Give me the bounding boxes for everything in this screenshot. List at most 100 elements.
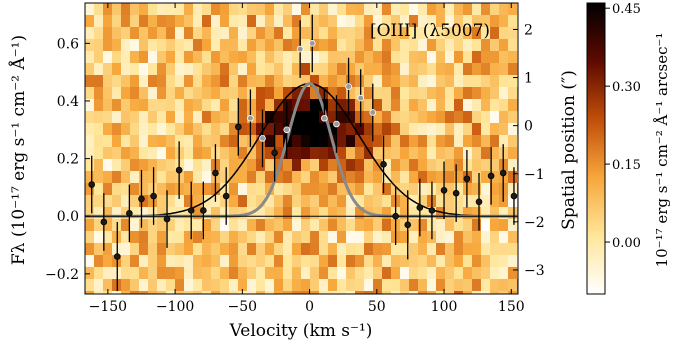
heatmap-cell xyxy=(175,87,185,100)
heatmap-cell xyxy=(382,27,392,40)
heatmap-cell xyxy=(481,75,491,88)
heatmap-cell xyxy=(148,255,158,268)
heatmap-cell xyxy=(229,99,239,112)
heatmap-cell xyxy=(202,15,212,28)
heatmap-cell xyxy=(391,243,401,256)
heatmap-cell xyxy=(238,99,248,112)
heatmap-cell xyxy=(319,291,329,294)
heatmap-cell xyxy=(490,147,500,160)
heatmap-cell xyxy=(247,123,257,136)
heatmap-cell xyxy=(481,147,491,160)
heatmap-cell xyxy=(130,39,140,52)
heatmap-cell xyxy=(364,87,374,100)
heatmap-cell xyxy=(193,27,203,40)
heatmap-cell xyxy=(409,135,419,148)
heatmap-cell xyxy=(400,207,410,220)
heatmap-cell xyxy=(463,87,473,100)
heatmap-cell xyxy=(103,87,113,100)
heatmap-cell xyxy=(382,147,392,160)
heatmap-cell xyxy=(157,75,167,88)
heatmap-cell xyxy=(400,159,410,172)
heatmap-cell xyxy=(310,159,320,172)
heatmap-cell xyxy=(427,279,437,292)
heatmap-cell xyxy=(220,231,230,244)
heatmap-cell xyxy=(319,195,329,208)
heatmap-cell xyxy=(319,75,329,88)
heatmap-cell xyxy=(400,255,410,268)
heatmap-cell xyxy=(193,207,203,220)
heatmap-cell xyxy=(184,171,194,184)
heatmap-cell xyxy=(283,207,293,220)
heatmap-cell xyxy=(373,39,383,52)
heatmap-cell xyxy=(373,195,383,208)
heatmap-cell xyxy=(499,87,509,100)
heatmap-cell xyxy=(238,267,248,280)
data-point xyxy=(308,40,316,47)
heatmap-cell xyxy=(112,111,122,124)
heatmap-cell xyxy=(202,63,212,76)
heatmap-cell xyxy=(508,99,518,112)
heatmap-cell xyxy=(490,75,500,88)
heatmap-cell xyxy=(94,111,104,124)
heatmap-cell xyxy=(274,231,284,244)
heatmap-cell xyxy=(508,75,518,88)
heatmap-cell xyxy=(355,135,365,148)
heatmap-cell xyxy=(283,159,293,172)
heatmap-cell xyxy=(373,207,383,220)
heatmap-cell xyxy=(184,135,194,148)
heatmap-cell xyxy=(427,171,437,184)
heatmap-cell xyxy=(436,207,446,220)
heatmap-cell xyxy=(166,159,176,172)
heatmap-cell xyxy=(301,3,311,16)
heatmap-cell xyxy=(472,267,482,280)
heatmap-cell xyxy=(364,195,374,208)
heatmap-cell xyxy=(436,135,446,148)
heatmap-cell xyxy=(463,3,473,16)
heatmap-cell xyxy=(454,219,464,232)
heatmap-cell xyxy=(328,231,338,244)
heatmap-cell xyxy=(427,243,437,256)
heatmap-cell xyxy=(283,111,293,124)
heatmap-cell xyxy=(247,27,257,40)
heatmap-cell xyxy=(292,219,302,232)
heatmap-cell xyxy=(202,159,212,172)
heatmap-cell xyxy=(418,27,428,40)
heatmap-cell xyxy=(310,87,320,100)
heatmap-cell xyxy=(463,159,473,172)
heatmap-cell xyxy=(463,243,473,256)
heatmap-cell xyxy=(400,111,410,124)
heatmap-cell xyxy=(337,267,347,280)
heatmap-cell xyxy=(274,75,284,88)
heatmap-cell xyxy=(148,3,158,16)
heatmap-cell xyxy=(481,111,491,124)
heatmap-cell xyxy=(103,3,113,16)
heatmap-cell xyxy=(328,63,338,76)
y2-tick-label: −3 xyxy=(524,263,545,279)
heatmap-cell xyxy=(508,267,518,280)
heatmap-cell xyxy=(400,291,410,294)
heatmap-cell xyxy=(193,99,203,112)
heatmap-cell xyxy=(391,171,401,184)
data-point xyxy=(296,45,304,53)
heatmap-cell xyxy=(499,255,509,268)
heatmap-cell xyxy=(364,51,374,64)
heatmap-cell xyxy=(175,219,185,232)
heatmap-cell xyxy=(490,27,500,40)
heatmap-cell xyxy=(139,123,149,136)
heatmap-cell xyxy=(472,183,482,196)
heatmap-cell xyxy=(499,99,509,112)
heatmap-cell xyxy=(193,147,203,160)
heatmap-cell xyxy=(166,75,176,88)
heatmap-cell xyxy=(355,99,365,112)
heatmap-cell xyxy=(229,15,239,28)
heatmap-cell xyxy=(175,39,185,52)
heatmap-cell xyxy=(130,123,140,136)
heatmap-cell xyxy=(94,3,104,16)
heatmap-cell xyxy=(355,171,365,184)
heatmap-cell xyxy=(355,291,365,294)
heatmap-cell xyxy=(373,87,383,100)
heatmap-cell xyxy=(139,39,149,52)
heatmap-cell xyxy=(265,147,275,160)
heatmap-cell xyxy=(121,147,131,160)
heatmap-cell xyxy=(193,231,203,244)
